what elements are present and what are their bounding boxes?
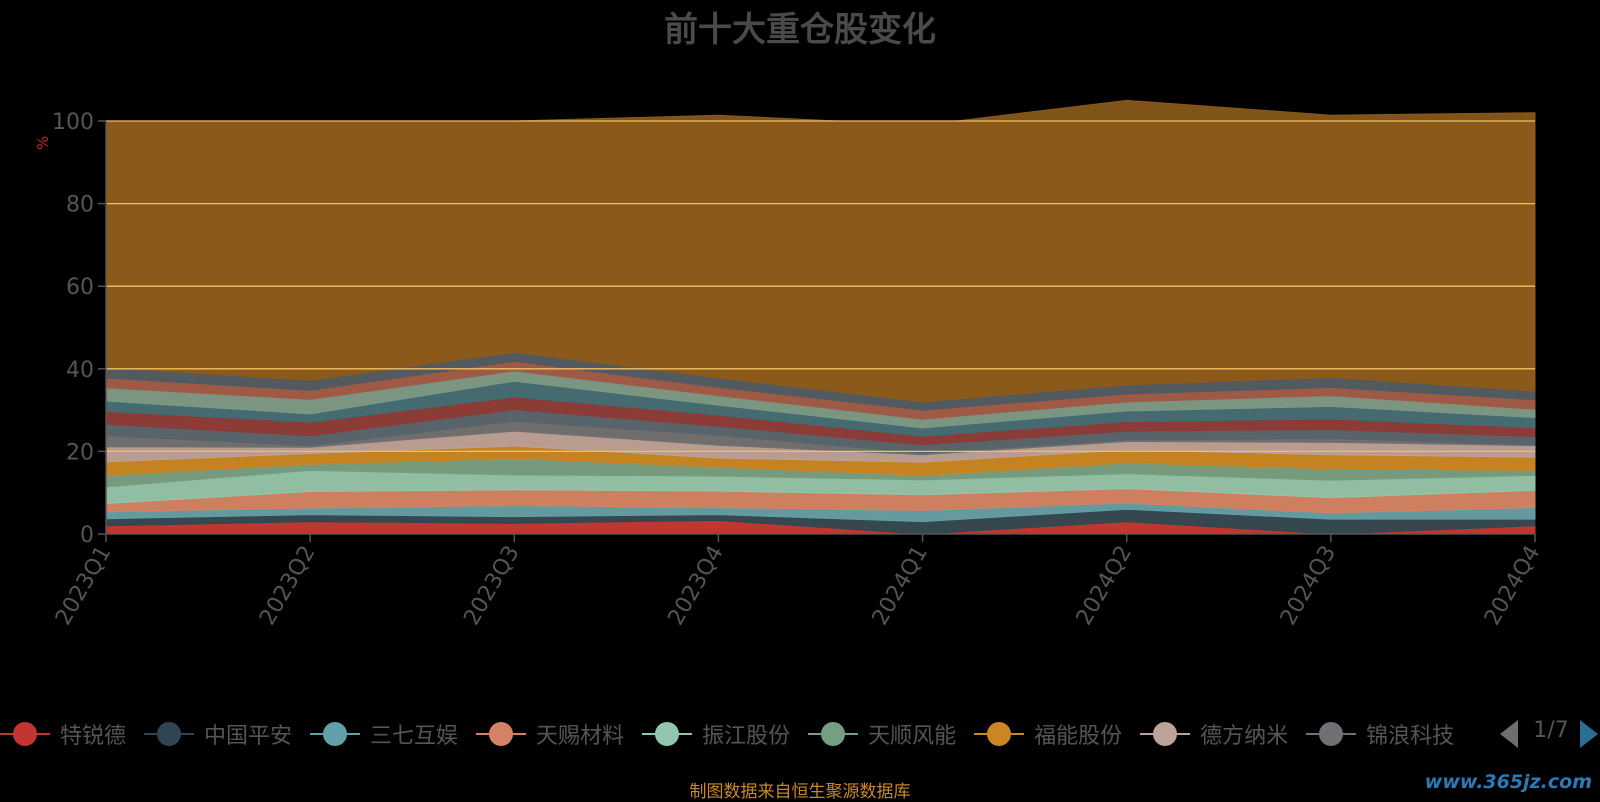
legend-item-6[interactable]: 天顺风能 [808, 714, 956, 754]
legend-marker-icon [476, 722, 527, 746]
y-tick-label: 0 [80, 523, 94, 548]
x-tick-label: 2024Q1 [868, 542, 933, 630]
y-tick-label: 40 [66, 358, 94, 383]
legend-label: 福能股份 [1034, 724, 1123, 749]
legend-label: 中国平安 [204, 724, 293, 749]
legend-item-9[interactable]: 锦浪科技 [1306, 714, 1454, 754]
legend-pager: 1/7 [1500, 716, 1600, 752]
x-tick-label: 2024Q2 [1072, 542, 1137, 630]
chart-title: 前十大重仓股变化 [664, 10, 936, 50]
legend-marker-icon [808, 722, 859, 746]
x-tick-label: 2023Q1 [51, 542, 116, 630]
watermark: www.365jz.com [1424, 771, 1592, 793]
legend-marker-icon [974, 722, 1025, 746]
x-tick-label: 2023Q3 [459, 542, 524, 630]
y-tick-label: 80 [66, 193, 94, 218]
y-tick-label: 60 [66, 275, 94, 300]
legend-marker-icon [144, 722, 195, 746]
x-tick-label: 2024Q4 [1480, 542, 1545, 630]
legend: 特锐德 中国平安 三七互娱 天赐材料 振江股份 天顺风能 福能股份 德方纳米 锦浪科技 [0, 714, 1488, 754]
legend-label: 锦浪科技 [1366, 724, 1455, 749]
legend-label: 德方纳米 [1200, 724, 1289, 749]
legend-next-arrow-icon[interactable] [1580, 720, 1598, 748]
legend-marker-icon [0, 722, 50, 746]
x-tick-label: 2024Q3 [1276, 542, 1341, 630]
legend-item-4[interactable]: 天赐材料 [476, 714, 624, 754]
data-source-note: 制图数据来自恒生聚源数据库 [689, 782, 911, 802]
legend-label: 特锐德 [60, 724, 127, 749]
legend-label: 天顺风能 [868, 724, 957, 749]
legend-item-5[interactable]: 振江股份 [642, 714, 790, 754]
y-axis-unit-label: % [34, 135, 52, 150]
legend-label: 天赐材料 [536, 724, 625, 749]
legend-marker-icon [1140, 722, 1191, 746]
y-tick-label: 20 [66, 440, 94, 465]
x-tick-label: 2023Q2 [255, 542, 320, 630]
legend-item-7[interactable]: 福能股份 [974, 714, 1122, 754]
y-tick-label: 100 [52, 110, 94, 135]
legend-item-1[interactable]: 特锐德 [0, 714, 126, 754]
legend-marker-icon [310, 722, 361, 746]
legend-item-8[interactable]: 德方纳米 [1140, 714, 1288, 754]
legend-prev-arrow-icon[interactable] [1500, 720, 1518, 748]
area-series-16[interactable] [105, 99, 1536, 403]
x-tick-label: 2023Q4 [664, 542, 729, 630]
legend-marker-icon [642, 722, 693, 746]
legend-page-indicator: 1/7 [1533, 718, 1569, 743]
legend-label: 三七互娱 [370, 724, 459, 749]
legend-item-2[interactable]: 中国平安 [144, 714, 292, 754]
legend-marker-icon [1306, 722, 1357, 746]
legend-item-3[interactable]: 三七互娱 [310, 714, 458, 754]
legend-label: 振江股份 [702, 724, 791, 749]
